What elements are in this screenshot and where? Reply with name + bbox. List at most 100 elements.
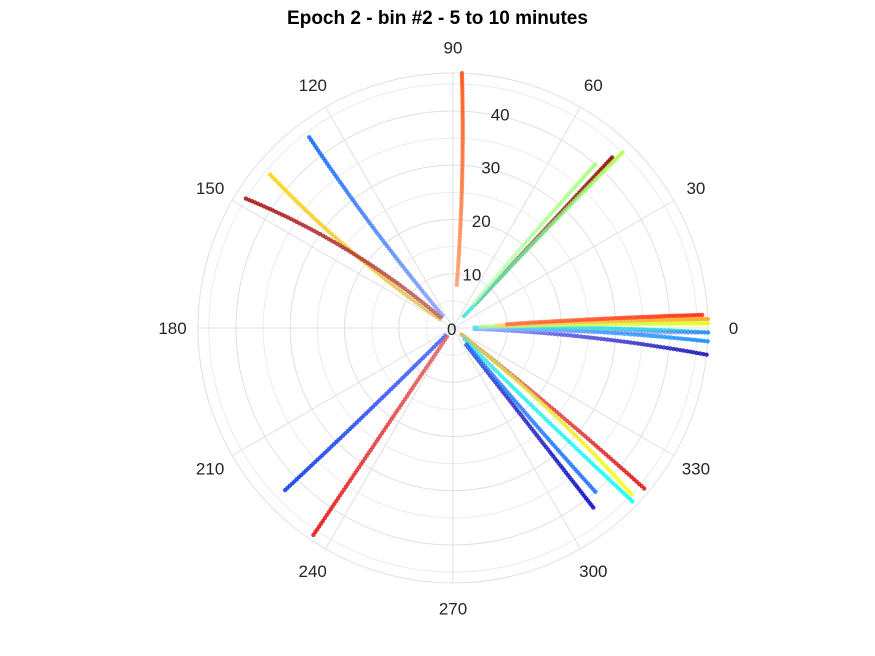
data-point [634,321,639,326]
data-point [688,337,694,342]
data-point [578,334,584,339]
data-point [588,329,593,334]
data-point [507,327,512,332]
chart-title: Epoch 2 - bin #2 - 5 to 10 minutes [287,8,588,29]
data-point [460,149,465,155]
data-point [536,328,541,333]
data-point [533,328,538,333]
data-point [631,340,637,346]
data-point [602,337,607,342]
data-point [679,321,685,326]
theta-tick-label: 180 [158,319,186,338]
data-point [702,330,707,335]
angular-grid-line [325,106,454,329]
data-point [460,137,465,142]
data-point [621,329,626,335]
data-point [705,321,711,326]
data-point [620,150,625,155]
data-point [637,330,642,335]
data-point [585,329,590,334]
data-point [591,505,596,510]
data-point [459,201,464,206]
data-point [595,329,600,334]
data-point [609,155,615,160]
data-point [648,343,653,348]
data-point [460,128,465,133]
data-point [640,321,645,326]
scatter-series [243,196,443,320]
data-point [705,339,710,344]
data-point [678,317,683,322]
data-point [682,336,687,342]
data-point [686,330,691,335]
data-point [669,330,675,335]
data-point [661,345,666,350]
scatter-series [307,135,445,318]
data-point [572,333,577,339]
theta-tick-label: 0 [729,319,738,338]
data-point [653,330,659,335]
data-point [481,326,486,332]
angular-grid-line [452,200,675,329]
data-point [651,317,656,323]
data-point [694,350,699,356]
data-point [608,329,613,335]
data-point [552,328,558,334]
data-point [460,161,465,167]
data-point [459,71,465,76]
data-point [556,328,561,334]
data-point [460,83,465,88]
data-point [635,341,640,346]
data-point [611,329,616,335]
r-tick-label: 0 [447,320,456,339]
data-point [582,329,587,334]
data-point [705,330,711,335]
theta-tick-label: 210 [196,459,224,478]
theta-tick-label: 150 [196,179,224,198]
data-point [614,329,619,335]
data-point [653,321,659,326]
data-point [689,321,694,326]
data-point [523,328,528,333]
data-point [665,335,670,340]
data-point [598,336,604,341]
data-point [526,328,532,333]
data-point [643,330,649,335]
data-point [592,335,597,341]
theta-tick-label: 240 [299,562,327,581]
data-point [589,325,594,331]
data-point [702,338,707,344]
data-point [642,486,647,491]
data-point [638,341,643,347]
data-point [692,321,698,326]
data-point [698,338,704,343]
data-point [513,327,519,333]
data-point [615,326,621,331]
data-point [520,328,525,333]
data-point [593,489,598,494]
data-point [497,327,502,332]
scatter-series [454,71,465,287]
theta-tick-label: 60 [584,76,603,95]
data-point [307,135,312,140]
data-point [549,328,554,334]
data-point [663,330,668,335]
data-point [629,492,634,497]
data-point [655,344,660,349]
data-point [460,95,465,100]
data-point [660,330,665,335]
data-point [685,337,690,342]
data-point [690,317,695,322]
data-point [569,329,574,334]
data-point [659,334,664,339]
data-point [697,351,703,356]
data-point [655,334,660,339]
data-point [593,162,598,167]
data-point [640,330,645,335]
series-layer [243,71,711,538]
data-point [699,321,704,326]
tick-labels: 0 30 60 90 120 150 180 210 240 270 300 330 0 10 20 30 40 [158,39,738,619]
data-point [674,347,680,352]
data-point [604,329,610,335]
